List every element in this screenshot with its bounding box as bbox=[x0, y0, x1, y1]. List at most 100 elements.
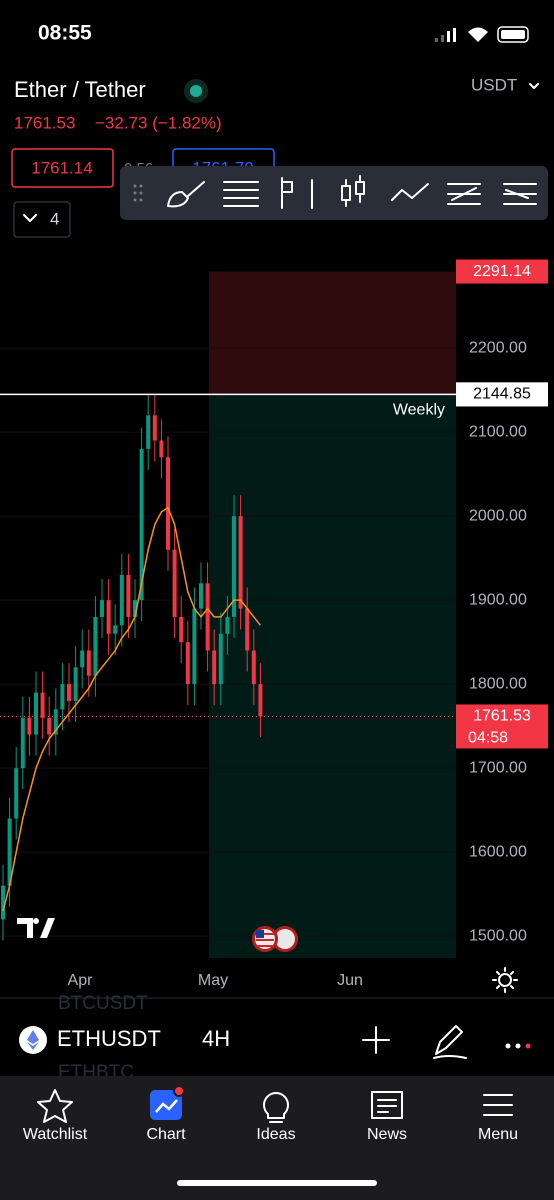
settings-icon[interactable] bbox=[492, 967, 518, 993]
home-indicator bbox=[177, 1180, 377, 1186]
candle-body bbox=[205, 583, 210, 651]
drawing-toolbar bbox=[120, 166, 548, 220]
candle-body bbox=[192, 608, 197, 685]
target-zone bbox=[209, 271, 456, 395]
chevron bbox=[529, 83, 539, 89]
annotation-tool[interactable] bbox=[503, 183, 537, 205]
candle-body bbox=[199, 583, 203, 609]
chart: 1500.00 1600.00 1700.00 1800.00 1900.00 2000.… bbox=[0, 259, 548, 958]
nav-label[interactable]: Ideas bbox=[256, 1126, 295, 1143]
tv-logo bbox=[17, 918, 55, 938]
status-icons bbox=[435, 26, 529, 43]
candle-body bbox=[100, 600, 104, 617]
candle-body bbox=[27, 717, 32, 735]
ideas-icon[interactable] bbox=[263, 1092, 289, 1123]
candle-body bbox=[53, 709, 58, 735]
candle-body bbox=[14, 768, 19, 819]
interval[interactable]: 4H bbox=[202, 1026, 230, 1051]
candle-body bbox=[218, 633, 223, 685]
badge bbox=[173, 1085, 185, 1097]
candle-body bbox=[126, 574, 131, 617]
price-badge bbox=[456, 382, 548, 407]
x-tick-label: Apr bbox=[68, 972, 94, 989]
eth-icon bbox=[27, 1030, 39, 1050]
lines-tool[interactable] bbox=[223, 181, 259, 207]
last-price: 1761.53 bbox=[14, 113, 75, 132]
y-tick-label: 1600.00 bbox=[469, 843, 527, 860]
candle-body bbox=[238, 516, 243, 609]
candle-body bbox=[172, 549, 177, 617]
currency-select[interactable]: USDT bbox=[460, 70, 550, 102]
candle-body bbox=[146, 415, 151, 449]
y-tick-label: 1700.00 bbox=[469, 759, 527, 776]
menu-icon[interactable] bbox=[483, 1094, 513, 1116]
candle-body bbox=[232, 516, 236, 617]
watchlist-icon[interactable] bbox=[37, 1089, 73, 1123]
candle-body bbox=[7, 818, 12, 886]
y-tick-label: 2200.00 bbox=[469, 339, 527, 356]
candle-body bbox=[258, 684, 263, 717]
prediction-tool[interactable] bbox=[391, 183, 429, 201]
candle-body bbox=[106, 600, 111, 634]
event-flags[interactable] bbox=[252, 926, 298, 952]
candle-body bbox=[40, 692, 45, 718]
more-button[interactable] bbox=[505, 1043, 531, 1049]
y-tick-label: 1800.00 bbox=[469, 675, 527, 692]
stop-zone bbox=[209, 394, 456, 958]
price-badge-label: 1761.53 bbox=[473, 708, 531, 725]
x-tick-label: Jun bbox=[337, 972, 363, 989]
annotation: Weekly bbox=[393, 402, 445, 419]
candle-body bbox=[212, 650, 217, 685]
candle-body bbox=[245, 608, 250, 651]
price-change: −32.73 (−1.82%) bbox=[95, 113, 222, 132]
chart-icon bbox=[155, 1099, 178, 1113]
brush-tool[interactable] bbox=[167, 181, 205, 208]
candle-body bbox=[179, 616, 184, 643]
candle-body bbox=[73, 667, 78, 701]
candle-body bbox=[166, 457, 170, 550]
candle-body bbox=[159, 440, 164, 458]
candle-body bbox=[67, 684, 71, 701]
nav-bar bbox=[0, 1076, 554, 1200]
candle-body bbox=[34, 692, 38, 735]
chevron bbox=[23, 214, 37, 222]
draw-button[interactable] bbox=[433, 1025, 467, 1059]
nav-label[interactable]: Menu bbox=[478, 1126, 518, 1143]
candle-body bbox=[60, 684, 65, 710]
nav-label[interactable]: Chart bbox=[146, 1126, 186, 1143]
y-tick-label: 2100.00 bbox=[469, 423, 527, 440]
countdown: 04:58 bbox=[468, 730, 508, 747]
price-badge-label: 2144.85 bbox=[473, 386, 531, 403]
candle-body bbox=[20, 717, 25, 769]
add-button[interactable] bbox=[362, 1026, 390, 1054]
price-badge bbox=[456, 259, 548, 284]
candle-body bbox=[86, 650, 91, 676]
nav-label[interactable]: Watchlist bbox=[23, 1126, 88, 1143]
candle-body bbox=[185, 642, 190, 685]
sell-button[interactable] bbox=[11, 148, 114, 188]
candle-body bbox=[139, 448, 144, 601]
news-icon[interactable] bbox=[371, 1091, 403, 1119]
fib-tool[interactable] bbox=[281, 177, 313, 209]
candle-body bbox=[225, 616, 230, 634]
candle-body bbox=[93, 616, 98, 676]
indicators-toggle[interactable] bbox=[13, 201, 71, 238]
indicators-count: 4 bbox=[50, 209, 59, 228]
y-tick-label: 1500.00 bbox=[469, 927, 527, 944]
candle-body bbox=[133, 600, 137, 617]
pattern-tool[interactable] bbox=[341, 175, 365, 207]
symbol[interactable]: ETHUSDT bbox=[57, 1026, 161, 1051]
candle-body bbox=[47, 717, 52, 735]
currency[interactable]: USDT bbox=[471, 75, 517, 94]
price-badge-label: 2291.14 bbox=[473, 263, 531, 280]
sell-price[interactable]: 1761.14 bbox=[31, 158, 92, 177]
measure-tool[interactable] bbox=[447, 183, 481, 205]
price-badge bbox=[456, 704, 548, 749]
status-time: 08:55 bbox=[38, 22, 92, 45]
candle-body bbox=[113, 625, 118, 634]
candle-body bbox=[119, 574, 124, 626]
status-dot bbox=[190, 85, 202, 97]
nav-label[interactable]: News bbox=[367, 1126, 407, 1143]
behind-symbol: BTCUSDT bbox=[58, 993, 148, 1014]
